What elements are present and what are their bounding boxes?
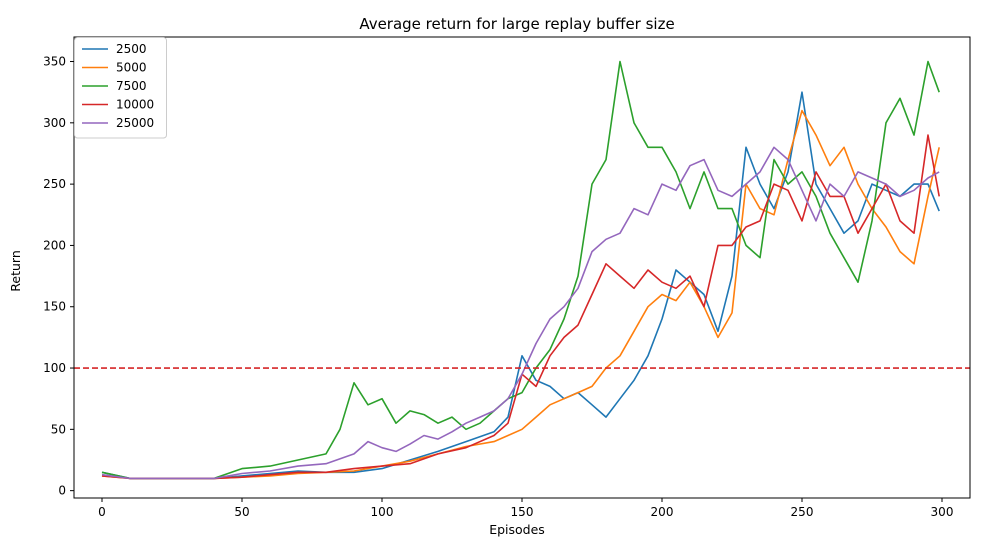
series-line-2500 (101, 91, 940, 480)
chart-title: Average return for large replay buffer s… (359, 15, 674, 33)
legend-label-25000: 25000 (116, 116, 154, 130)
y-tick-label: 150 (43, 300, 66, 314)
x-tick-label: 0 (98, 505, 106, 519)
y-tick-label: 350 (43, 55, 66, 69)
plot-layer (74, 60, 970, 480)
y-tick-label: 100 (43, 361, 66, 375)
legend-label-2500: 2500 (116, 42, 147, 56)
legend-label-7500: 7500 (116, 79, 147, 93)
x-axis-label: Episodes (489, 522, 545, 537)
x-tick-label: 100 (371, 505, 394, 519)
y-axis-label: Return (8, 250, 23, 291)
y-tick-label: 0 (58, 484, 66, 498)
legend-box (74, 37, 167, 139)
x-tick-label: 250 (791, 505, 814, 519)
y-tick-label: 200 (43, 238, 66, 252)
axes-layer: 0 50 100 150 200 250 300 0 50 100 150 200 250 300 350 (43, 36, 971, 519)
series-line-10000 (101, 134, 940, 480)
y-tick-label: 250 (43, 177, 66, 191)
legend-label-10000: 10000 (116, 98, 154, 112)
x-tick-label: 150 (511, 505, 534, 519)
y-tick-label: 50 (51, 422, 66, 436)
legend-label-5000: 5000 (116, 61, 147, 75)
y-tick-label: 300 (43, 116, 66, 130)
legend: 2500 5000 7500 10000 25000 (74, 37, 167, 139)
x-tick-label: 50 (234, 505, 249, 519)
x-tick-label: 300 (931, 505, 954, 519)
x-tick-label: 200 (651, 505, 674, 519)
series-line-7500 (101, 60, 940, 480)
series-line-25000 (101, 146, 940, 480)
